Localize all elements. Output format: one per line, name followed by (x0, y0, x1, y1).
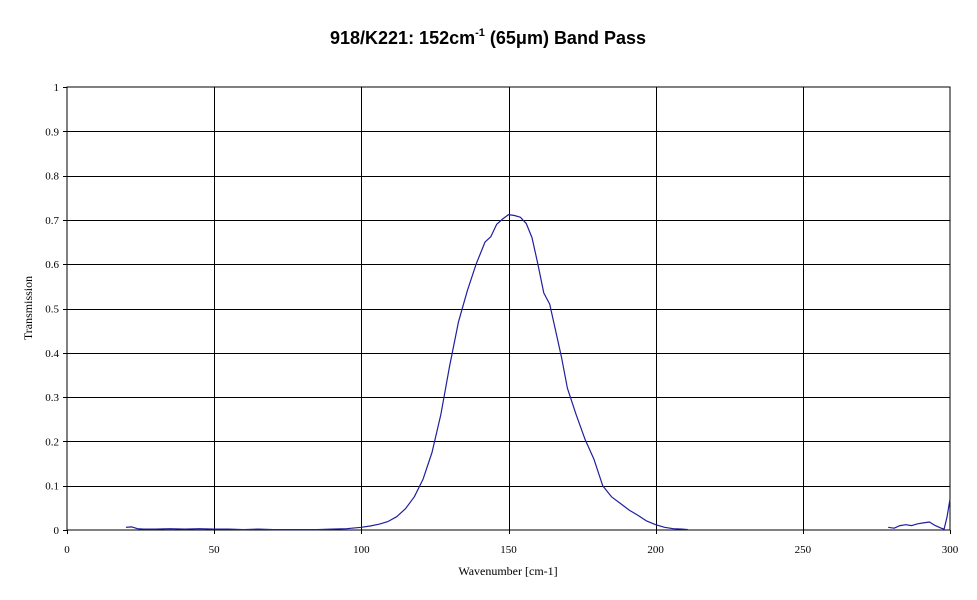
y-tick-label: 0.3 (45, 392, 59, 404)
y-tick-label: 0.2 (45, 436, 59, 448)
plot-area: 0 0.1 0.2 0.3 0.4 0.5 0.6 0.7 0.8 0.9 1 0 50 100 150 2… (45, 82, 959, 556)
y-tick-label: 0 (54, 525, 60, 537)
x-tick-label: 250 (795, 544, 812, 556)
y-tick-label: 0.6 (45, 259, 59, 271)
transmission-series-line (888, 498, 951, 530)
y-tick-label: 0.1 (45, 481, 59, 493)
x-tick-labels: 0 50 100 150 200 250 300 (64, 530, 959, 556)
chart-title: 918/K221: 152cm-1 (65μm) Band Pass (330, 27, 646, 48)
y-tick-label: 0.4 (45, 348, 59, 360)
x-tick-label: 50 (209, 544, 221, 556)
transmission-series-line (125, 214, 689, 531)
y-axis-label: Transmission (21, 276, 35, 340)
y-tick-label: 0.5 (45, 304, 59, 316)
x-tick-label: 100 (353, 544, 370, 556)
title-micro-symbol: μ (516, 28, 527, 48)
series-layer (125, 214, 951, 531)
y-tick-label: 0.9 (45, 126, 59, 138)
x-tick-label: 0 (64, 544, 70, 556)
y-tick-label: 1 (54, 82, 60, 94)
y-tick-label: 0.8 (45, 171, 59, 183)
plot-frame (66, 86, 951, 531)
x-tick-label: 200 (647, 544, 664, 556)
grid-lines (67, 87, 950, 530)
y-tick-label: 0.7 (45, 215, 59, 227)
y-tick-labels: 0 0.1 0.2 0.3 0.4 0.5 0.6 0.7 0.8 0.9 1 (45, 82, 67, 537)
x-tick-label: 300 (942, 544, 959, 556)
x-tick-label: 150 (500, 544, 517, 556)
x-axis-label: Wavenumber [cm-1] (458, 564, 557, 578)
title-superscript: -1 (475, 27, 485, 39)
